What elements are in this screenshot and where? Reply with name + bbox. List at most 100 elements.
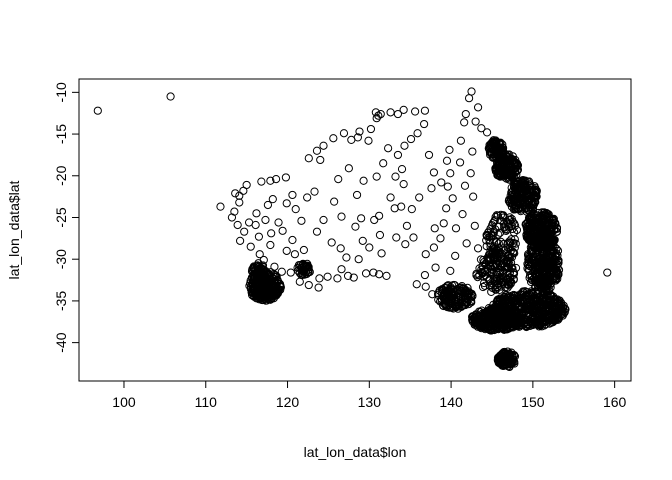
data-point xyxy=(304,154,313,163)
data-point xyxy=(452,303,461,312)
data-point xyxy=(314,283,323,292)
data-point xyxy=(277,267,286,276)
data-point xyxy=(421,282,430,291)
data-point xyxy=(485,232,494,242)
data-point xyxy=(295,277,304,286)
data-point xyxy=(424,150,434,160)
data-point xyxy=(533,221,542,230)
data-point xyxy=(492,144,502,154)
data-point xyxy=(323,272,332,281)
data-point xyxy=(327,238,336,247)
data-point xyxy=(366,124,376,134)
data-point xyxy=(297,270,306,279)
data-point xyxy=(467,87,476,96)
data-point xyxy=(471,117,480,126)
data-point xyxy=(415,193,424,202)
data-point xyxy=(420,119,429,129)
data-point xyxy=(533,235,542,244)
data-point xyxy=(365,243,374,252)
x-tick-label: 140 xyxy=(439,394,463,410)
data-point xyxy=(375,270,384,279)
data-point xyxy=(461,109,470,119)
data-point xyxy=(497,254,506,263)
data-point xyxy=(443,182,452,191)
data-point xyxy=(390,204,399,213)
data-point xyxy=(407,205,416,214)
data-point xyxy=(483,264,493,273)
data-point xyxy=(550,305,559,314)
data-point xyxy=(506,350,515,359)
data-point xyxy=(377,249,386,258)
data-point xyxy=(310,187,319,196)
data-point xyxy=(519,190,528,199)
data-point xyxy=(492,153,501,162)
data-point xyxy=(288,235,297,245)
data-point xyxy=(533,295,542,305)
data-point xyxy=(391,172,400,181)
data-point xyxy=(473,244,483,253)
data-point xyxy=(446,266,455,275)
data-point xyxy=(254,232,264,241)
data-point xyxy=(316,155,325,165)
data-point xyxy=(379,159,388,168)
data-point xyxy=(399,180,408,189)
data-point xyxy=(472,312,481,322)
data-point xyxy=(603,268,612,277)
data-point xyxy=(496,172,505,181)
data-point xyxy=(429,168,439,177)
data-point xyxy=(451,224,461,233)
x-tick-label: 160 xyxy=(603,394,627,410)
data-point xyxy=(467,296,476,306)
data-point xyxy=(315,274,324,283)
data-point xyxy=(493,282,502,292)
data-point xyxy=(312,227,322,236)
data-point xyxy=(542,307,551,316)
data-point xyxy=(559,304,568,313)
data-point xyxy=(512,225,522,235)
data-point xyxy=(263,200,273,210)
data-point xyxy=(510,350,519,360)
data-point xyxy=(436,234,445,243)
data-point xyxy=(544,253,553,262)
data-point xyxy=(297,216,306,225)
data-point xyxy=(502,305,511,314)
data-point xyxy=(491,285,500,294)
data-point xyxy=(343,271,353,280)
data-point xyxy=(252,209,261,218)
data-point xyxy=(242,180,251,190)
y-tick-label: -25 xyxy=(53,207,69,227)
data-point xyxy=(427,184,436,193)
data-point xyxy=(548,237,558,246)
data-point xyxy=(420,270,430,280)
data-point xyxy=(541,231,550,240)
data-point xyxy=(545,286,554,295)
data-point xyxy=(249,271,258,280)
y-tick-label: -10 xyxy=(53,82,69,102)
data-point xyxy=(513,314,522,323)
data-point xyxy=(472,269,481,278)
data-point xyxy=(551,276,560,285)
data-point xyxy=(505,244,514,253)
data-point xyxy=(397,164,407,174)
data-point xyxy=(246,242,255,251)
data-point xyxy=(524,231,533,240)
data-point xyxy=(442,281,452,291)
data-point xyxy=(255,250,264,259)
data-point xyxy=(515,197,524,207)
y-tick-label: -30 xyxy=(53,249,69,269)
data-point xyxy=(267,229,276,238)
data-point xyxy=(512,180,521,190)
data-point xyxy=(510,310,519,319)
data-point xyxy=(506,191,515,200)
data-point xyxy=(429,243,439,252)
data-point xyxy=(496,210,506,219)
data-point xyxy=(437,297,446,306)
data-point xyxy=(386,193,395,202)
data-point xyxy=(485,276,494,285)
data-point xyxy=(540,261,550,270)
data-point xyxy=(302,262,311,272)
data-point xyxy=(266,176,275,185)
data-point xyxy=(406,134,416,144)
data-point xyxy=(370,215,379,225)
data-point xyxy=(372,172,381,181)
